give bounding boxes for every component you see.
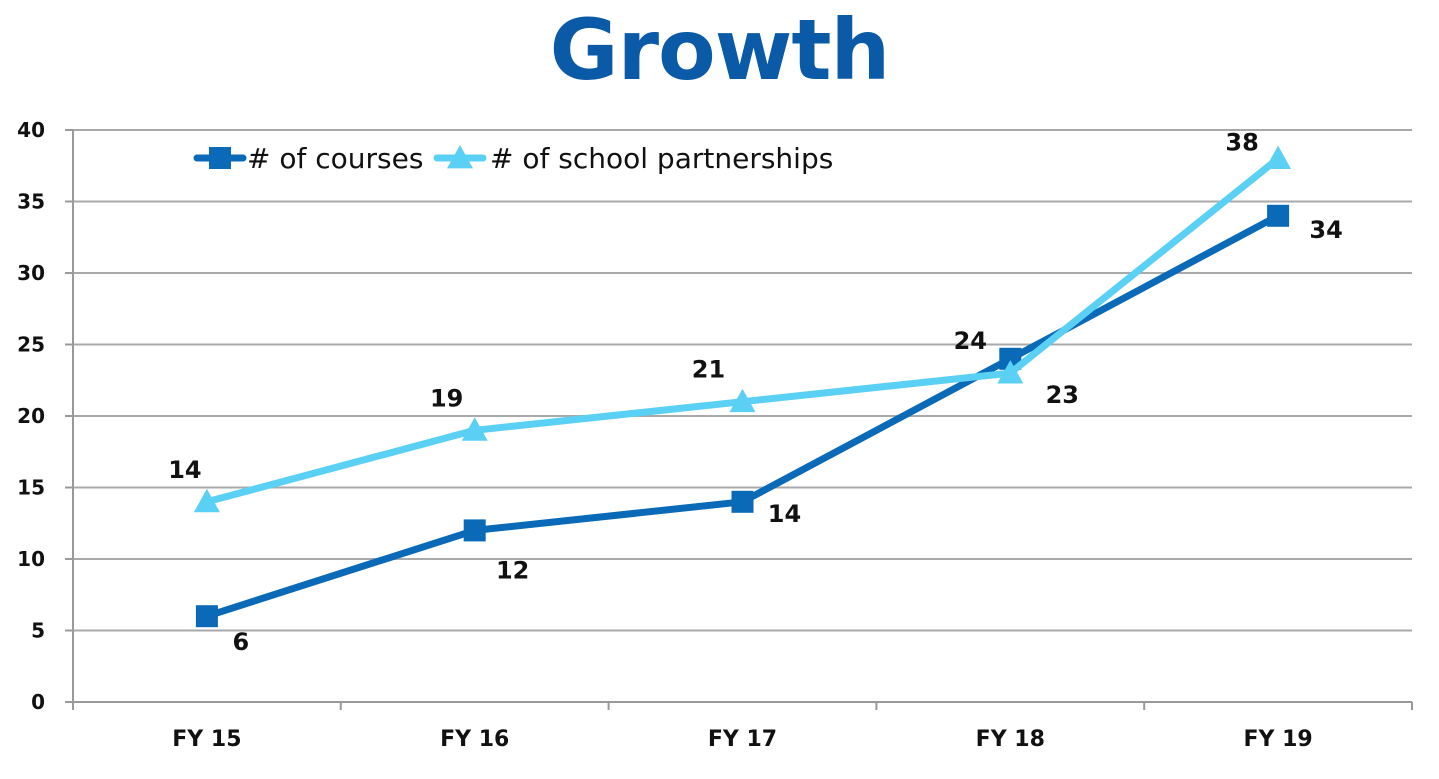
x-tick-label: FY 15 xyxy=(172,727,241,752)
square-marker xyxy=(463,519,486,542)
data-label: 24 xyxy=(954,327,987,355)
y-tick-label: 25 xyxy=(17,333,45,357)
series-lines xyxy=(193,145,1292,628)
data-label: 23 xyxy=(1046,381,1079,409)
legend-label: # of school partnerships xyxy=(490,142,833,175)
triangle-marker xyxy=(447,145,473,169)
x-tick-label: FY 19 xyxy=(1243,727,1312,752)
triangle-marker xyxy=(729,388,756,413)
y-tick-label: 0 xyxy=(31,690,45,714)
y-tick-label: 30 xyxy=(17,261,45,285)
y-tick-label: 20 xyxy=(17,404,45,428)
triangle-marker xyxy=(997,360,1024,384)
y-tick-label: 40 xyxy=(17,118,45,142)
series-line xyxy=(203,155,1282,506)
triangle-marker xyxy=(461,417,488,441)
x-tick-label: FY 17 xyxy=(708,727,777,752)
x-tick-label: FY 18 xyxy=(976,727,1045,752)
square-marker xyxy=(731,490,754,513)
square-marker xyxy=(209,147,231,169)
data-label: 38 xyxy=(1225,129,1258,157)
data-labels: 6 12 14 24 34 14 19 21 23 38 xyxy=(168,129,1343,657)
data-label: 19 xyxy=(430,384,463,412)
data-label: 14 xyxy=(768,500,801,528)
data-label: 21 xyxy=(692,356,725,384)
data-label: 12 xyxy=(496,556,529,584)
square-marker xyxy=(1267,204,1290,227)
legend-label: # of courses xyxy=(247,142,423,175)
data-label: 14 xyxy=(168,456,201,484)
y-tick-label: 5 xyxy=(31,619,45,643)
data-label: 34 xyxy=(1309,216,1342,244)
triangle-marker xyxy=(1265,145,1292,169)
y-tick-labels: 0 5 10 15 20 25 30 35 40 xyxy=(17,118,45,714)
chart-title: Growth xyxy=(549,1,891,99)
y-tick-label: 10 xyxy=(17,547,45,571)
triangle-marker xyxy=(193,488,220,513)
x-tick-label: FY 16 xyxy=(440,727,509,752)
axes xyxy=(65,129,1413,710)
y-tick-label: 35 xyxy=(17,190,45,214)
x-tick-labels: FY 15 FY 16 FY 17 FY 18 FY 19 xyxy=(172,727,1312,752)
y-tick-label: 15 xyxy=(17,476,45,500)
data-label: 6 xyxy=(233,628,250,656)
legend: # of courses # of school partnerships xyxy=(193,142,833,175)
square-marker xyxy=(195,605,218,628)
